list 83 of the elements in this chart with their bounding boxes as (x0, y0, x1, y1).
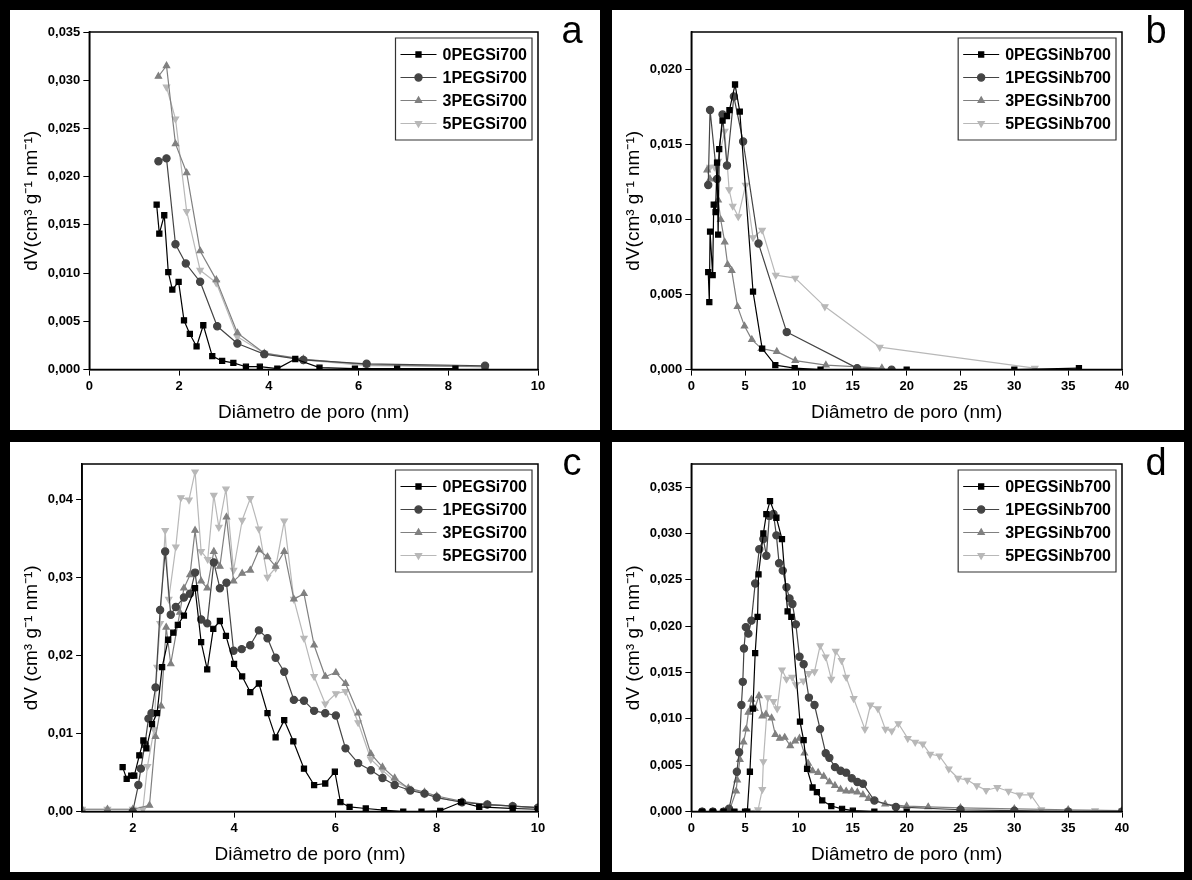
x-tick-label: 10 (530, 819, 546, 835)
x-tick-label: 35 (1060, 819, 1076, 835)
y-tick-label: 0,02 (47, 646, 74, 662)
x-tick-label: 30 (1007, 377, 1022, 393)
y-tick-label: 0,01 (47, 725, 74, 741)
text: b (1145, 9, 1167, 52)
x-tick-label: 40 (1114, 377, 1130, 393)
x-tick-label: 2 (175, 377, 183, 393)
x-tick-label: 30 (1007, 819, 1022, 835)
x-tick-label: 8 (444, 377, 452, 393)
legend-label: 0PEGSiNb700 (1005, 477, 1112, 495)
y-tick-label: 0,010 (47, 264, 81, 280)
x-tick-label: 0 (687, 819, 695, 835)
y-tick-label: 0,025 (649, 571, 683, 587)
y-tick-label: 0,005 (649, 756, 683, 772)
x-tick-label: 10 (791, 819, 807, 835)
x-tick-label: 0 (687, 377, 695, 393)
x-tick-label: 15 (845, 377, 861, 393)
text: a (561, 9, 584, 52)
y-tick-label: 0,035 (47, 23, 81, 39)
text: c (562, 441, 582, 484)
y-tick-label: 0,020 (649, 617, 683, 633)
legend-label: 1PEGSi700 (442, 68, 528, 86)
legend-label: 5PEGSi700 (442, 114, 528, 132)
legend-label: 0PEGSi700 (442, 45, 528, 63)
x-tick-label: 25 (953, 377, 968, 393)
legend-label: 0PEGSiNb700 (1005, 45, 1112, 63)
x-axis-title: Diâmetro de poro (nm) (218, 400, 410, 422)
y-tick-label: 0,020 (649, 61, 683, 77)
text: d (1145, 441, 1167, 484)
x-tick-label: 25 (953, 819, 968, 835)
legend-label: 5PEGSiNb700 (1005, 546, 1112, 564)
legend-label: 5PEGSiNb700 (1005, 114, 1112, 132)
legend-label: 0PEGSi700 (442, 477, 528, 495)
x-tick-label: 8 (433, 819, 441, 835)
y-axis-title: dV(cm³ g⁻¹ nm⁻¹) (19, 130, 41, 271)
x-tick-label: 2 (129, 819, 137, 835)
y-tick-label: 0,015 (649, 136, 683, 152)
x-axis-title: Diâmetro de poro (nm) (214, 842, 406, 864)
legend-label: 3PEGSiNb700 (1005, 91, 1112, 109)
y-tick-label: 0,000 (47, 361, 81, 377)
x-axis-title: Diâmetro de poro (nm) (811, 400, 1003, 422)
y-tick-label: 0,00 (47, 803, 74, 819)
y-tick-label: 0,010 (649, 710, 683, 726)
x-tick-label: 15 (845, 819, 861, 835)
y-tick-label: 0,04 (47, 490, 74, 506)
y-tick-label: 0,010 (649, 211, 683, 227)
x-tick-label: 10 (530, 377, 546, 393)
x-tick-label: 6 (331, 819, 339, 835)
x-tick-label: 5 (741, 819, 749, 835)
x-tick-label: 20 (899, 377, 914, 393)
x-tick-label: 35 (1060, 377, 1076, 393)
y-tick-label: 0,030 (649, 525, 683, 541)
x-axis-title: Diâmetro de poro (nm) (811, 842, 1003, 864)
legend-label: 3PEGSi700 (442, 91, 528, 109)
y-tick-label: 0,005 (649, 286, 683, 302)
y-axis-title: dV(cm³ g⁻¹ nm⁻¹) (621, 130, 643, 271)
x-tick-label: 0 (85, 377, 93, 393)
legend-label: 3PEGSi700 (442, 523, 528, 541)
legend-label: 3PEGSiNb700 (1005, 523, 1112, 541)
y-axis-title: dV (cm³ g⁻¹ nm⁻¹) (621, 565, 643, 711)
y-tick-label: 0,035 (649, 478, 683, 494)
y-axis-title: dV (cm³ g⁻¹ nm⁻¹) (19, 565, 41, 711)
y-tick-label: 0,03 (47, 568, 74, 584)
y-tick-label: 0,000 (649, 361, 683, 377)
legend-label: 5PEGSi700 (442, 546, 528, 564)
y-tick-label: 0,000 (649, 803, 683, 819)
x-tick-label: 6 (354, 377, 363, 393)
legend-label: 1PEGSiNb700 (1005, 68, 1112, 86)
legend-label: 1PEGSi700 (442, 500, 528, 518)
x-tick-label: 4 (265, 377, 274, 393)
y-tick-label: 0,015 (47, 216, 81, 232)
x-tick-label: 20 (899, 819, 914, 835)
x-tick-label: 10 (791, 377, 807, 393)
x-tick-label: 40 (1114, 819, 1130, 835)
y-tick-label: 0,005 (47, 312, 81, 328)
y-tick-label: 0,015 (649, 664, 683, 680)
y-tick-label: 0,030 (47, 71, 81, 87)
x-tick-label: 5 (741, 377, 749, 393)
y-tick-label: 0,025 (47, 120, 81, 136)
legend-label: 1PEGSiNb700 (1005, 500, 1112, 518)
x-tick-label: 4 (230, 819, 239, 835)
y-tick-label: 0,020 (47, 168, 81, 184)
